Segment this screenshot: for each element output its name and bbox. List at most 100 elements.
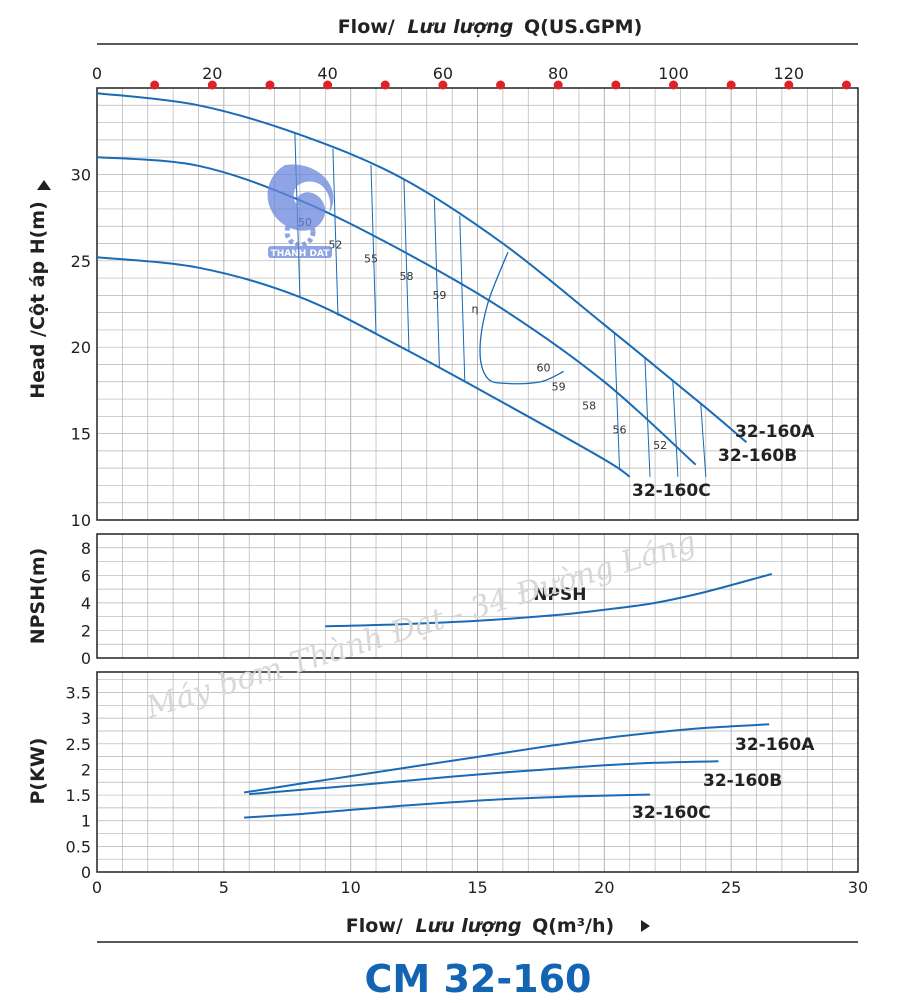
gpm-marker-dot — [784, 80, 794, 90]
y-tick-label: 0 — [81, 649, 91, 668]
efficiency-peak-curve — [479, 251, 564, 385]
bottom-axis-title-en: Flow/ — [346, 915, 403, 937]
series-label: 32-160A — [735, 422, 815, 442]
series-label: 32-160C — [632, 481, 711, 501]
npsh-panel: 0 2 4 6 8 NPSH(m) NPSH — [27, 533, 859, 668]
efficiency-label: 60 — [536, 361, 550, 374]
series-line — [96, 156, 697, 466]
head-panel: 10 15 20 25 30 Head /Cột áp H(m) 0 20 40 60 80 100 1… — [27, 64, 859, 530]
y-tick-label: 8 — [81, 539, 91, 558]
x2-tick-label: 60 — [433, 64, 453, 83]
series-label: 32-160B — [718, 446, 797, 466]
efficiency-label: 52 — [653, 439, 667, 452]
logo-text: THANH DAT — [271, 249, 331, 259]
y-axis-title: Head /Cột áp H(m) — [27, 201, 49, 399]
gpm-marker-dot — [438, 80, 448, 90]
y-tick-label: 30 — [71, 165, 91, 184]
efficiency-line — [613, 333, 621, 470]
x2-tick-label: 120 — [774, 64, 805, 83]
series-line — [249, 760, 719, 796]
series-line — [96, 92, 748, 443]
top-axis-title-vi: Lưu lượng — [407, 16, 513, 38]
bottom-axis-title-unit: Q(m³/h) — [532, 915, 614, 937]
efficiency-label: η — [471, 303, 478, 316]
y-tick-label: 0 — [81, 863, 91, 882]
logo-icon: THANH DAT — [267, 164, 334, 259]
series-label: 32-160C — [632, 803, 711, 823]
efficiency-label: 59 — [432, 289, 446, 302]
bottom-axis-arrow-icon — [641, 920, 650, 932]
y-axis-arrow-icon — [37, 180, 51, 190]
x-tick-label: 5 — [219, 878, 229, 897]
x2-tick-label: 80 — [548, 64, 568, 83]
gpm-marker-dot — [669, 80, 679, 90]
x-tick-label: 10 — [340, 878, 360, 897]
x2-tick-label: 40 — [317, 64, 337, 83]
efficiency-label: 59 — [552, 380, 566, 393]
y-tick-label: 1 — [81, 812, 91, 831]
gpm-marker-dot — [323, 80, 333, 90]
efficiency-line — [433, 199, 440, 368]
series-label: 32-160A — [735, 735, 815, 755]
x2-tick-label: 0 — [92, 64, 102, 83]
efficiency-label: 55 — [364, 253, 378, 266]
gpm-marker-dot — [380, 80, 390, 90]
y-tick-label: 4 — [81, 594, 91, 613]
series-line — [325, 573, 773, 628]
top-axis-title-unit: Q(US.GPM) — [524, 16, 642, 38]
x-tick-label: 0 — [92, 878, 102, 897]
gpm-marker-dot — [553, 80, 563, 90]
efficiency-line — [644, 357, 651, 477]
gpm-marker-dot — [496, 80, 506, 90]
gpm-marker-dot — [150, 80, 160, 90]
x-tick-label: 20 — [594, 878, 614, 897]
bottom-axis-title: Flow/ Lưu lượng Q(m³/h) — [346, 915, 614, 937]
top-axis-title: Flow/ Lưu lượng Q(US.GPM) — [338, 16, 643, 38]
y-axis-title: P(KW) — [27, 738, 49, 805]
x-tick-label: 25 — [721, 878, 741, 897]
efficiency-line — [403, 179, 410, 352]
gpm-marker-dot — [207, 80, 217, 90]
series-line — [243, 723, 770, 794]
gpm-marker-dot — [611, 80, 621, 90]
y-tick-label: 15 — [71, 425, 91, 444]
efficiency-line — [700, 403, 707, 477]
power-panel: 0 0.5 1 1.5 2 2.5 3 3.5 P(KW) 0 5 10 15 20 25 30 32-160A… — [27, 671, 868, 897]
plot-frame — [96, 671, 859, 873]
efficiency-line — [370, 164, 377, 335]
y-tick-label: 25 — [71, 252, 91, 271]
y-tick-label: 10 — [71, 511, 91, 530]
x-tick-label: 15 — [467, 878, 487, 897]
efficiency-label: 58 — [399, 270, 413, 283]
gpm-marker-dot — [841, 80, 851, 90]
efficiency-label: 58 — [582, 399, 596, 412]
y-tick-label: 20 — [71, 338, 91, 357]
x2-tick-label: 20 — [202, 64, 222, 83]
efficiency-line — [672, 380, 679, 477]
plot-frame — [96, 87, 859, 521]
efficiency-label: 56 — [613, 424, 627, 437]
y-tick-label: 0.5 — [66, 837, 91, 856]
main-title: CM 32-160 — [365, 957, 592, 1001]
efficiency-line — [332, 148, 339, 316]
y-tick-label: 1.5 — [66, 786, 91, 805]
series-label: 32-160B — [703, 771, 782, 791]
y-tick-label: 3.5 — [66, 684, 91, 703]
series-line — [244, 793, 651, 819]
y-tick-label: 2.5 — [66, 735, 91, 754]
y-axis-title: NPSH(m) — [27, 548, 49, 645]
top-axis-title-en: Flow/ — [338, 16, 395, 38]
bottom-axis-title-vi: Lưu lượng — [415, 915, 521, 937]
y-tick-label: 2 — [81, 760, 91, 779]
x2-tick-label: 100 — [658, 64, 689, 83]
plot-frame — [96, 533, 859, 659]
gpm-marker-dot — [726, 80, 736, 90]
efficiency-line — [459, 215, 466, 382]
y-tick-label: 3 — [81, 709, 91, 728]
series-label: NPSH — [533, 585, 586, 605]
series-line — [96, 256, 631, 478]
x-tick-label: 30 — [848, 878, 868, 897]
y-tick-label: 6 — [81, 566, 91, 585]
y-tick-label: 2 — [81, 621, 91, 640]
